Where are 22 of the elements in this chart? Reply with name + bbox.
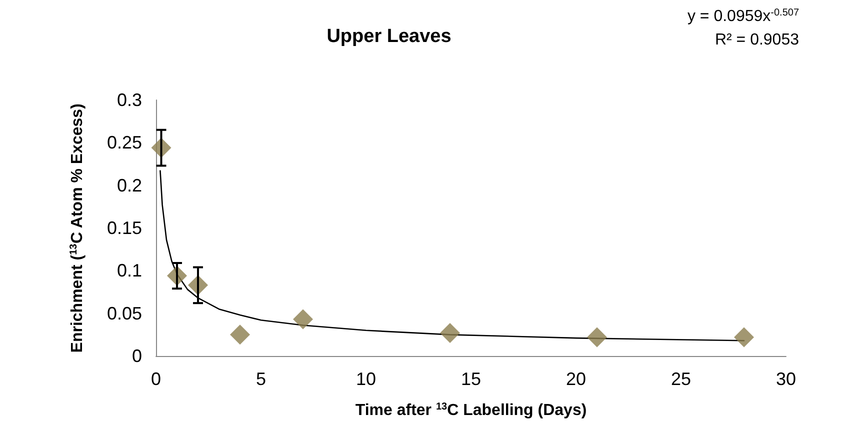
chart-title: Upper Leaves (326, 26, 452, 47)
y-tick-label: 0.25 (106, 132, 142, 153)
y-tick-label: 0.05 (106, 303, 142, 324)
y-tick-label: 0 (132, 346, 142, 366)
point (587, 327, 607, 348)
point (440, 322, 460, 343)
text: R² = 0.9053 (714, 32, 800, 48)
point (734, 327, 754, 348)
y-tick-label: 0.2 (116, 175, 142, 196)
point (230, 324, 250, 345)
x-tick-label: 15 (460, 369, 482, 389)
x-tick-label: 30 (776, 369, 796, 389)
x-tick-label: 20 (566, 369, 586, 389)
x-tick-label: 25 (670, 369, 692, 389)
y-tick-label: 0.15 (106, 218, 142, 238)
x-tick-label: 10 (356, 369, 376, 389)
x-tick-label: 0 (150, 369, 162, 389)
x-tick-label: 5 (256, 369, 266, 389)
y-tick-label: 0.3 (116, 90, 142, 110)
y-axis-title: Enrichment (13C Atom % Excess) (68, 104, 86, 353)
y-tick-label: 0.1 (116, 260, 142, 281)
point (293, 309, 313, 330)
